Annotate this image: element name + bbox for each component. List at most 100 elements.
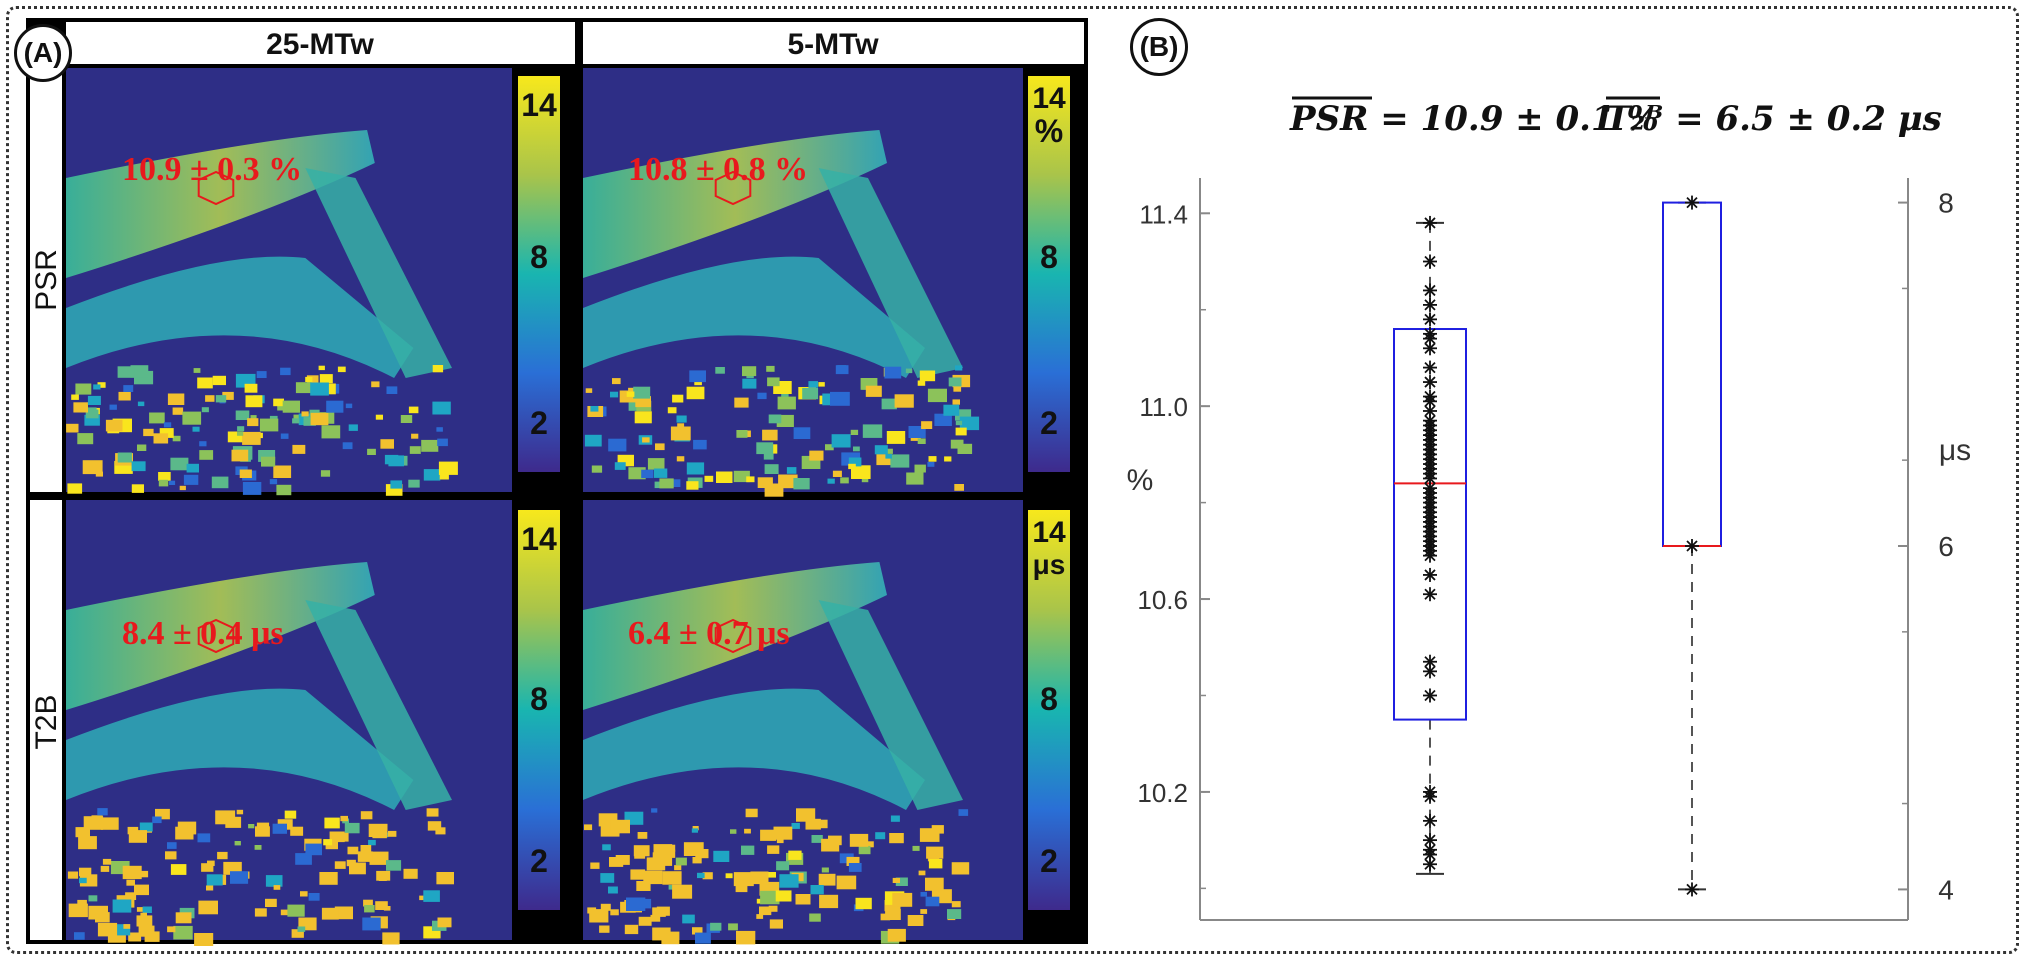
speckle [906, 472, 924, 485]
speckle [600, 873, 615, 883]
speckle [610, 391, 619, 398]
colorbar-tick-14: 14 [1032, 516, 1066, 549]
speckle [682, 914, 695, 924]
speckle [372, 853, 386, 863]
speckle [139, 822, 153, 832]
data-point-star [1423, 813, 1437, 828]
speckle [112, 899, 132, 913]
speckle [736, 430, 748, 438]
speckle [742, 378, 757, 389]
speckle [77, 433, 94, 445]
data-point-star [1423, 548, 1437, 563]
colorbar-tick-2: 2 [530, 843, 548, 879]
speckle [853, 446, 860, 452]
speckle [650, 914, 661, 922]
colorbar-t2b-25mtw: 14 8 2 [518, 510, 560, 910]
speckle [261, 456, 276, 467]
speckle [375, 414, 383, 420]
speckle [73, 402, 88, 413]
speckle [805, 818, 821, 830]
speckle [142, 906, 152, 913]
speckle [912, 845, 920, 851]
panel-a-grid: 25-MTw 5-MTw PSR T2B 10.9 ± 0.3 % 10.8 ±… [26, 18, 1088, 947]
speckle [82, 460, 103, 475]
speckle [779, 874, 799, 888]
speckle [655, 443, 665, 451]
speckle [689, 370, 706, 383]
panel-a: (A) 25-MTw 5-MTw PSR T2B [10, 10, 1092, 947]
data-point-star [1423, 254, 1437, 269]
speckle [840, 477, 849, 484]
speckle [778, 474, 798, 489]
speckle [136, 915, 153, 927]
speckle [357, 851, 373, 862]
speckle [340, 815, 348, 822]
speckle [242, 482, 262, 495]
tissue-diagonal [818, 600, 963, 810]
speckle [865, 385, 882, 397]
panel-b-label: (B) [1130, 18, 1188, 76]
speckle [436, 872, 454, 885]
speckle [860, 378, 878, 390]
speckle [254, 845, 262, 850]
speckle [265, 875, 283, 887]
data-point-star [1423, 664, 1437, 679]
speckle [79, 874, 98, 887]
speckle [821, 867, 829, 873]
speckle [242, 431, 261, 445]
speckle [137, 401, 145, 407]
speckle [608, 438, 627, 452]
speckle [919, 828, 940, 842]
speckle [848, 863, 862, 872]
speckle [68, 903, 88, 918]
speckle [117, 452, 132, 463]
data-point-star [1423, 312, 1437, 327]
speckle [319, 374, 333, 384]
column-header-25mtw: 25-MTw [266, 28, 374, 61]
speckle [920, 892, 927, 897]
speckle [295, 853, 312, 865]
speckle [733, 872, 754, 887]
speckle [943, 404, 960, 416]
speckle [66, 423, 79, 433]
speckle [334, 861, 346, 869]
speckle [716, 471, 733, 483]
speckle [617, 454, 634, 467]
star-stroke [1424, 299, 1436, 311]
speckle [948, 377, 962, 387]
speckle [272, 823, 287, 834]
speckle [321, 907, 339, 920]
tissue-diagonal [818, 168, 963, 378]
star-stroke [1424, 376, 1436, 388]
speckle [173, 925, 193, 940]
speckle [890, 454, 910, 468]
speckle [152, 816, 162, 824]
speckle [919, 370, 936, 382]
left-tick-label: 11.4 [1139, 199, 1188, 229]
speckle [269, 479, 278, 485]
speckle [255, 826, 270, 837]
box-psr [1393, 215, 1467, 875]
speckle [117, 366, 135, 378]
speckle [766, 365, 775, 372]
speckle [254, 908, 267, 917]
speckle [634, 851, 646, 859]
speckle [677, 423, 685, 429]
star-stroke [1686, 540, 1698, 552]
speckle [624, 924, 639, 935]
speckle [102, 858, 112, 865]
speckle [767, 845, 780, 854]
speckle [421, 439, 439, 452]
speckle [808, 381, 818, 388]
speckle [87, 395, 101, 405]
map-t2b-5mtw [583, 500, 1023, 945]
speckle [305, 843, 322, 856]
speckle [926, 846, 944, 859]
speckle [169, 480, 176, 485]
speckle [626, 391, 635, 397]
speckle [921, 421, 933, 429]
speckle [71, 394, 79, 400]
speckle [600, 903, 611, 911]
speckle [885, 454, 892, 459]
speckle [197, 377, 213, 389]
